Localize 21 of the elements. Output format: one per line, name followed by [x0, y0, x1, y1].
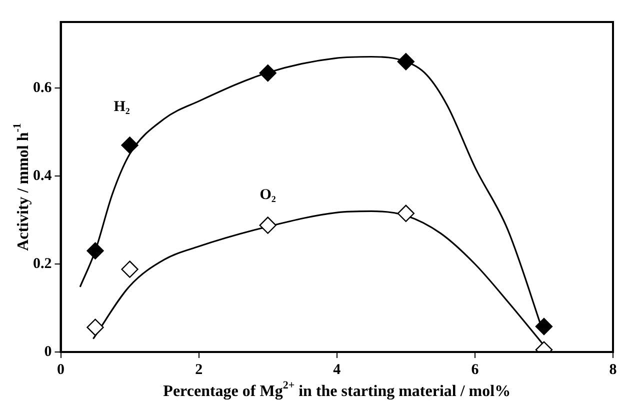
point: [121, 260, 138, 278]
point: [259, 64, 276, 82]
point: [397, 204, 415, 222]
y-axis-title: Activity / mmol h-1: [11, 123, 32, 251]
y-tick-label: 0: [44, 344, 52, 360]
point: [86, 318, 104, 336]
series-label: H₂: [114, 99, 130, 116]
point: [535, 318, 553, 336]
point: [86, 242, 104, 260]
y-tick-label: 0.4: [33, 168, 52, 184]
y-tick-label: 0.6: [33, 80, 52, 96]
point: [259, 216, 276, 234]
y-tick-label: 0.2: [33, 256, 52, 272]
x-tick-label: 4: [333, 362, 342, 378]
series-label: O₂: [260, 187, 276, 204]
point: [121, 136, 138, 154]
x-tick-label: 6: [471, 362, 480, 378]
x-tick-label: 2: [195, 362, 203, 378]
x-tick-label: 8: [609, 362, 617, 378]
point: [397, 53, 415, 70]
x-tick-label: 0: [57, 362, 64, 378]
